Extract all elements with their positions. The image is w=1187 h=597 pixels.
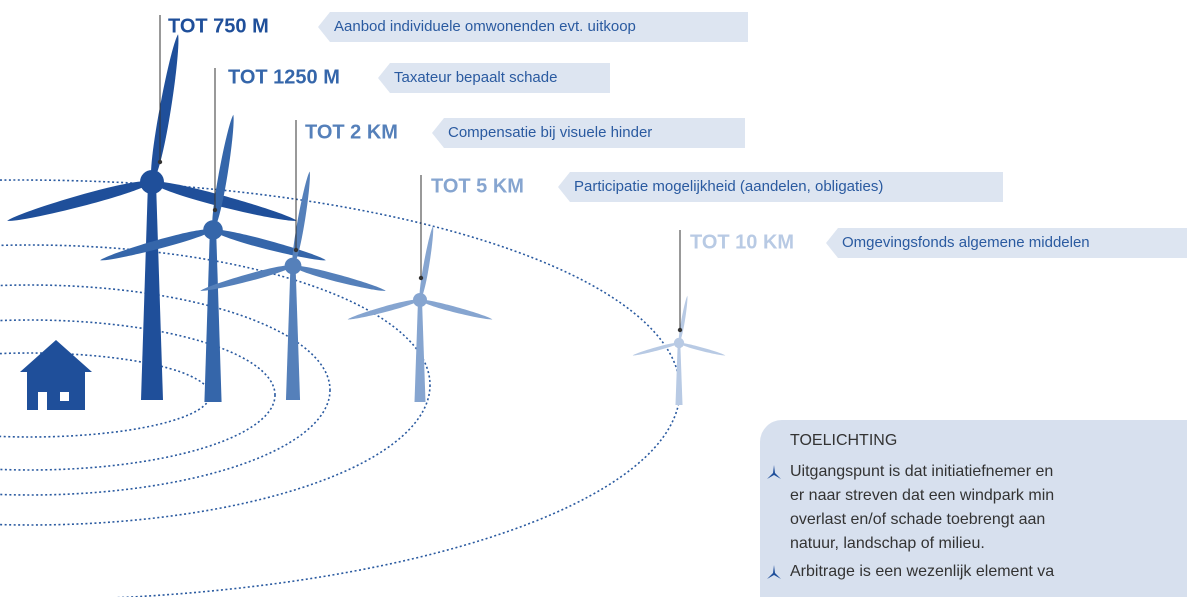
- turbine-blade: [212, 226, 327, 265]
- turbines: [6, 33, 726, 405]
- note-line: er naar streven dat een windpark min: [790, 484, 1054, 508]
- bullet-icon: [766, 464, 782, 480]
- zone-description: Compensatie bij visuele hinder: [448, 124, 652, 141]
- turbine-blade: [632, 341, 679, 357]
- turbine-blade: [678, 341, 725, 357]
- note-title: TOELICHTING: [790, 432, 897, 450]
- turbine-tower: [675, 343, 682, 405]
- turbine-blade: [419, 297, 493, 322]
- zone-description: Aanbod individuele omwonenden evt. uitko…: [334, 18, 636, 35]
- note-item: Arbitrage is een wezenlijk element va: [790, 560, 1054, 584]
- turbine-blade: [147, 33, 184, 183]
- turbine-blade: [292, 263, 387, 295]
- leader-dot: [158, 160, 162, 164]
- note-line: Uitgangspunt is dat initiatiefnemer en: [790, 460, 1054, 484]
- turbine-blade: [6, 176, 154, 226]
- turbine-tower: [204, 230, 221, 402]
- bullet-shape: [767, 565, 781, 579]
- zone-description: Taxateur bepaalt schade: [394, 69, 557, 86]
- note-line: natuur, landschap of milieu.: [790, 532, 1054, 556]
- turbine-hub: [674, 338, 684, 348]
- house: [20, 340, 92, 410]
- ring: [0, 180, 680, 597]
- turbine-tower: [286, 266, 300, 400]
- house-door: [38, 392, 47, 410]
- turbine: [347, 226, 493, 402]
- turbine-blade: [677, 295, 689, 343]
- turbine-blade: [209, 114, 238, 231]
- bullet-shape: [767, 465, 781, 479]
- note-line: Arbitrage is een wezenlijk element va: [790, 560, 1054, 584]
- turbine-blade: [417, 226, 436, 301]
- zone-distance: TOT 2 KM: [305, 121, 398, 143]
- turbine-hub: [285, 258, 302, 275]
- house-body: [27, 372, 85, 410]
- zone-distance: TOT 750 M: [168, 15, 269, 37]
- page: {"zones": [ {"distance": "TOT 750 M", "d…: [0, 0, 1187, 597]
- turbine-hub: [413, 293, 427, 307]
- house-roof: [20, 340, 92, 372]
- distance-rings: [0, 180, 680, 597]
- leader-dot: [678, 328, 682, 332]
- zone-description: Omgevingsfonds algemene middelen: [842, 234, 1090, 251]
- turbine-tower: [415, 300, 426, 402]
- zone-distance: TOT 10 KM: [690, 231, 794, 253]
- zone-distance: TOT 1250 M: [228, 66, 340, 88]
- bullet-icon: [766, 564, 782, 580]
- note-panel: TOELICHTING Uitgangspunt is dat initiati…: [760, 420, 1187, 597]
- leader-dot: [294, 248, 298, 252]
- leader-dot: [213, 208, 217, 212]
- turbine-tower: [141, 182, 163, 400]
- turbine: [632, 295, 726, 405]
- turbine-blade: [347, 297, 421, 322]
- turbine: [6, 33, 299, 400]
- turbine-hub: [140, 170, 164, 194]
- house-window: [60, 392, 69, 401]
- note-line: overlast en/of schade toebrengt aan: [790, 508, 1054, 532]
- turbine-hub: [203, 220, 223, 240]
- zone-description: Participatie mogelijkheid (aandelen, obl…: [574, 178, 883, 195]
- zone-distance: TOT 5 KM: [431, 175, 524, 197]
- leader-dot: [419, 276, 423, 280]
- zone-labels: TOT 750 M Aanbod individuele omwonenden e…: [158, 12, 1187, 332]
